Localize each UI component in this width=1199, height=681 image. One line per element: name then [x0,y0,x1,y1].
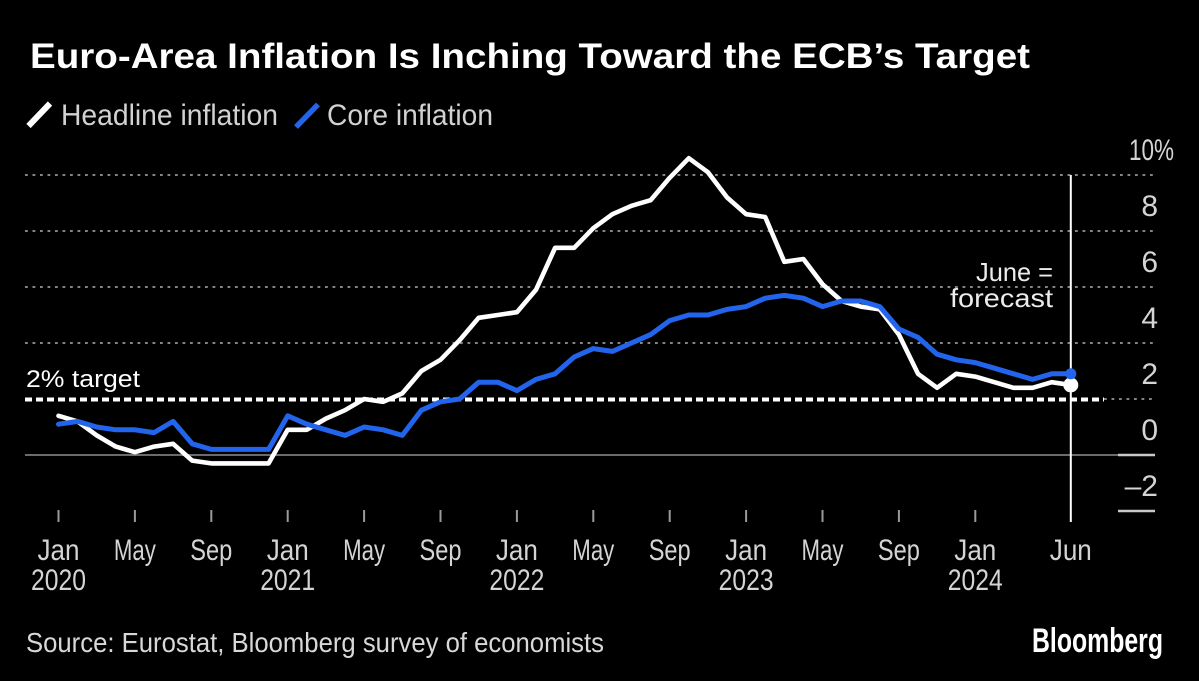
svg-text:Euro-Area Inflation Is Inching: Euro-Area Inflation Is Inching Toward th… [30,37,1030,76]
svg-text:2% target: 2% target [26,366,140,393]
svg-text:Sep: Sep [649,534,691,567]
svg-text:Sep: Sep [190,534,232,567]
svg-text:May: May [114,534,156,567]
svg-text:Jan: Jan [725,534,767,567]
svg-text:Core inflation: Core inflation [327,99,493,132]
svg-text:10%: 10% [1129,134,1174,167]
svg-text:Headline inflation: Headline inflation [61,99,278,132]
svg-text:Bloomberg: Bloomberg [1032,622,1163,660]
svg-text:Sep: Sep [878,534,920,567]
svg-text:2020: 2020 [31,564,86,597]
svg-text:2021: 2021 [260,564,315,597]
svg-text:2024: 2024 [948,564,1003,597]
svg-text:June =: June = [976,257,1053,287]
svg-text:Sep: Sep [420,534,462,567]
svg-text:6: 6 [1141,246,1158,279]
svg-text:2022: 2022 [489,564,544,597]
svg-text:0: 0 [1141,414,1158,447]
svg-text:–2: –2 [1125,470,1158,503]
svg-text:Jan: Jan [954,534,996,567]
svg-text:May: May [343,534,385,567]
svg-text:May: May [802,534,844,567]
svg-text:Jan: Jan [38,534,80,567]
svg-text:2: 2 [1141,358,1158,391]
svg-text:Jan: Jan [267,534,309,567]
svg-text:4: 4 [1141,302,1158,335]
svg-text:8: 8 [1141,190,1158,223]
svg-text:Source: Eurostat, Bloomberg su: Source: Eurostat, Bloomberg survey of ec… [26,627,604,658]
svg-text:Jan: Jan [496,534,538,567]
svg-text:forecast: forecast [950,283,1054,313]
svg-text:May: May [572,534,614,567]
svg-text:2023: 2023 [719,564,774,597]
svg-text:Jun: Jun [1050,534,1092,567]
